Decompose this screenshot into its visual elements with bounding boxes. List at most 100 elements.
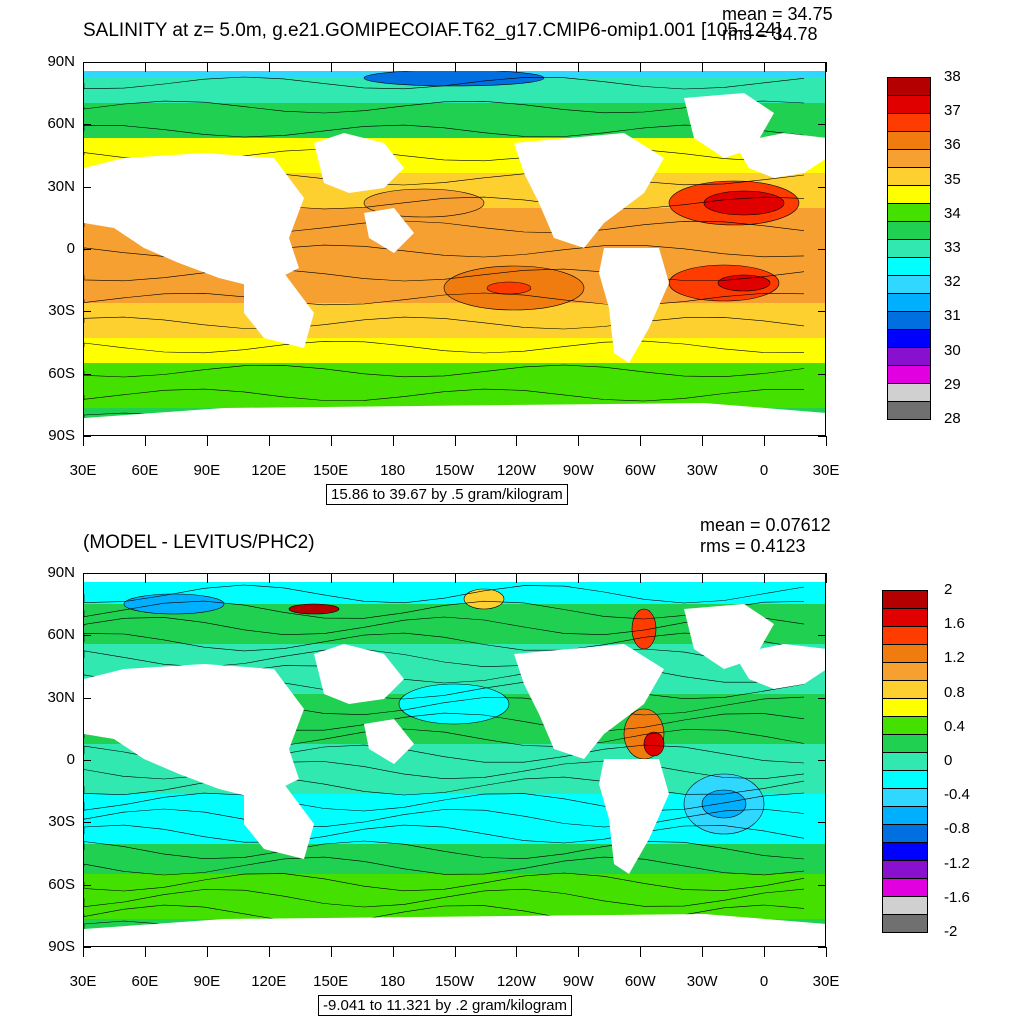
colorbar-label: 34 — [944, 204, 961, 222]
x-tick-mark — [392, 436, 394, 446]
y-tick-mark — [83, 822, 91, 824]
x-tick-mark — [764, 573, 766, 583]
x-tick-mark — [144, 62, 146, 72]
contour-line — [84, 600, 805, 620]
x-tick-label: 60E — [131, 462, 159, 479]
colorbar-label: -1.2 — [944, 854, 970, 872]
colorbar-label: 2 — [944, 581, 953, 598]
x-tick-mark — [83, 573, 84, 583]
contour-line — [84, 648, 805, 668]
contour-line — [84, 268, 805, 282]
y-tick-mark — [818, 635, 826, 637]
x-tick-mark — [578, 947, 580, 957]
x-tick-label: 30E — [812, 973, 840, 990]
colorbar-label: 31 — [944, 307, 961, 325]
x-tick-mark — [83, 947, 84, 957]
y-tick-mark — [83, 760, 91, 761]
x-tick-label: 30E — [69, 973, 97, 990]
contour-feature — [398, 683, 510, 725]
y-tick-mark — [83, 124, 91, 126]
x-tick-label: 90E — [193, 462, 221, 479]
colorbar-box — [887, 365, 931, 384]
landmass — [84, 664, 304, 799]
landmass — [514, 644, 664, 759]
y-tick-mark — [83, 62, 91, 63]
x-tick-label: 30E — [812, 462, 840, 479]
x-tick-mark — [392, 573, 394, 583]
colorbar-box — [882, 788, 928, 807]
colorbar-box — [887, 167, 931, 186]
x-tick-label: 150W — [434, 973, 475, 990]
colorbar-box — [882, 770, 928, 789]
contour-line — [84, 584, 805, 604]
contour-feature — [486, 281, 532, 295]
contour-line — [84, 856, 805, 876]
y-tick-mark — [818, 884, 826, 886]
x-tick-label: 150W — [434, 462, 475, 479]
landmass — [244, 273, 314, 348]
colorbar-label: 33 — [944, 239, 961, 256]
x-tick-label: 120E — [251, 973, 287, 990]
chart-title: (MODEL - LEVITUS/PHC2) — [83, 532, 315, 553]
landmass — [364, 208, 414, 253]
contour-feature — [463, 588, 505, 610]
y-tick-mark — [818, 822, 826, 824]
colorbar-box — [887, 77, 931, 96]
colorbar-box — [882, 896, 928, 915]
y-tick-label: 0 — [66, 751, 75, 768]
x-tick-mark — [702, 573, 704, 583]
landmass — [314, 133, 404, 193]
y-tick-label: 90N — [47, 564, 75, 581]
y-tick-mark — [83, 249, 91, 250]
x-tick-mark — [144, 947, 146, 957]
x-tick-mark — [640, 436, 642, 446]
field-band — [84, 844, 825, 874]
x-tick-mark — [826, 573, 827, 583]
colorbar-label: 1.2 — [944, 649, 965, 667]
contour-line — [84, 760, 805, 780]
colorbar-box — [887, 221, 931, 240]
landmass — [514, 133, 664, 248]
x-tick-mark — [516, 62, 518, 72]
y-tick-label: 90S — [48, 427, 75, 444]
contour-line — [84, 76, 805, 90]
y-tick-mark — [83, 635, 91, 637]
x-tick-mark — [764, 436, 766, 446]
colorbar-box — [887, 347, 931, 366]
y-tick-mark — [818, 760, 826, 761]
contour-line — [84, 776, 805, 796]
colorbar-box — [882, 806, 928, 825]
y-tick-mark — [818, 186, 826, 188]
colorbar-box — [882, 716, 928, 735]
x-tick-mark — [454, 62, 456, 72]
x-tick-label: 60W — [624, 973, 656, 990]
x-tick-label: 30E — [69, 462, 97, 479]
colorbar-label: 29 — [944, 375, 961, 393]
y-tick-mark — [83, 573, 91, 574]
y-tick-label: 30S — [48, 302, 75, 320]
contour-line — [84, 124, 805, 138]
x-tick-label: 150E — [313, 973, 349, 990]
colorbar-box — [882, 590, 928, 609]
x-tick-label: 120E — [251, 462, 287, 479]
colorbar-box — [887, 401, 931, 420]
y-tick-mark — [83, 884, 91, 886]
x-tick-mark — [206, 573, 208, 583]
x-tick-label: 120W — [496, 973, 536, 990]
contour-feature — [288, 603, 340, 615]
colorbar-box — [887, 203, 931, 222]
y-tick-mark — [83, 373, 91, 375]
contour-line — [84, 340, 805, 354]
x-tick-mark — [578, 436, 580, 446]
landmass — [244, 784, 314, 859]
colorbar-label: 35 — [944, 170, 961, 188]
y-tick-mark — [83, 186, 91, 188]
chart-title: SALINITY at z= 5.0m, g.e21.GOMIPECOIAF.T… — [83, 20, 782, 41]
map-field — [84, 574, 825, 946]
y-tick-mark — [83, 947, 91, 948]
x-tick-mark — [330, 947, 332, 957]
colorbar-box — [882, 860, 928, 879]
x-tick-mark — [454, 436, 456, 446]
y-tick-label: 90S — [48, 938, 75, 955]
colorbar-box — [882, 914, 928, 933]
